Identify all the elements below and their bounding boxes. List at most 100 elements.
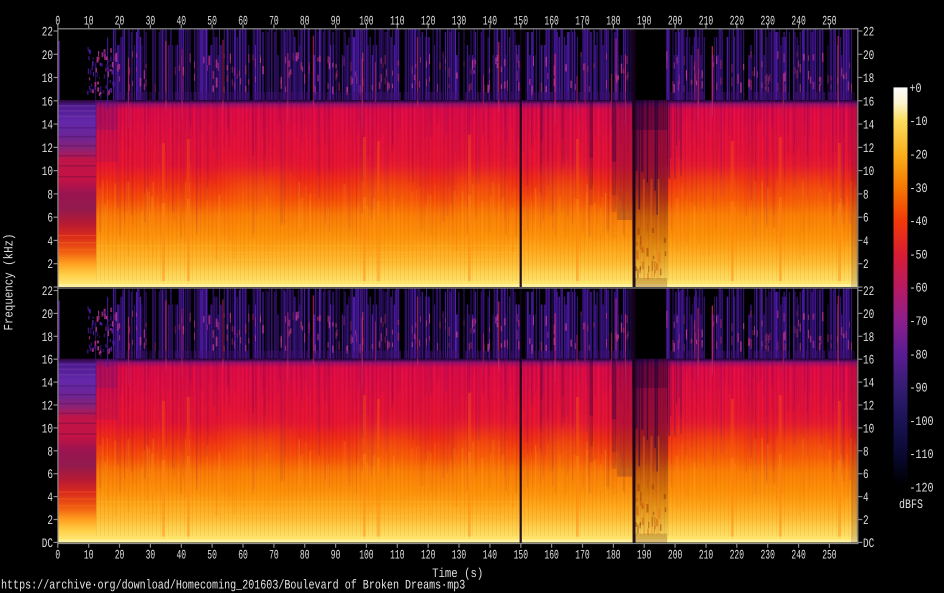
svg-text:60: 60 [238,13,248,28]
svg-text:230: 230 [761,13,775,28]
svg-text:100: 100 [359,548,373,563]
svg-text:12: 12 [863,141,874,156]
svg-text:10: 10 [863,421,874,436]
svg-text:30: 30 [146,548,156,563]
svg-text:22: 22 [42,284,53,299]
svg-text:-70: -70 [910,314,928,329]
svg-text:DC: DC [42,536,53,551]
svg-text:160: 160 [544,13,558,28]
svg-text:250: 250 [822,13,836,28]
svg-text:220: 220 [730,548,744,563]
svg-text:80: 80 [300,548,310,563]
svg-text:2: 2 [863,513,869,528]
svg-text:70: 70 [269,548,279,563]
svg-text:6: 6 [47,211,53,226]
svg-text:Time (s): Time (s) [432,566,483,581]
svg-text:100: 100 [359,13,373,28]
svg-text:14: 14 [863,118,874,133]
svg-text:-50: -50 [910,247,928,262]
svg-text:20: 20 [42,48,53,63]
svg-text:16: 16 [863,353,874,368]
svg-text:190: 190 [637,13,651,28]
svg-text:190: 190 [637,548,651,563]
svg-text:-120: -120 [910,481,934,496]
svg-text:2: 2 [47,257,53,272]
svg-text:0: 0 [55,548,60,563]
svg-text:2: 2 [47,513,53,528]
svg-text:16: 16 [863,94,874,109]
svg-text:18: 18 [863,71,874,86]
svg-text:8: 8 [863,444,869,459]
svg-text:16: 16 [42,94,53,109]
svg-text:4: 4 [863,490,869,505]
svg-text:20: 20 [863,48,874,63]
svg-text:30: 30 [146,13,156,28]
svg-text:160: 160 [544,548,558,563]
svg-text:4: 4 [863,234,869,249]
svg-text:-110: -110 [910,447,934,462]
svg-text:6: 6 [863,467,869,482]
svg-text:240: 240 [791,548,805,563]
svg-text:210: 210 [699,13,713,28]
svg-text:130: 130 [452,13,466,28]
svg-text:200: 200 [668,548,682,563]
svg-text:150: 150 [514,13,528,28]
svg-text:2: 2 [863,257,869,272]
svg-text:240: 240 [791,13,805,28]
svg-text:10: 10 [84,548,94,563]
svg-text:12: 12 [42,399,53,414]
svg-text:22: 22 [42,25,53,40]
svg-text:110: 110 [390,548,404,563]
svg-text:18: 18 [42,330,53,345]
svg-text:6: 6 [47,467,53,482]
svg-text:-90: -90 [910,381,928,396]
svg-text:140: 140 [483,13,497,28]
svg-text:80: 80 [300,13,310,28]
svg-text:60: 60 [238,548,248,563]
svg-text:220: 220 [730,13,744,28]
svg-text:4: 4 [47,234,53,249]
svg-text:Frequency (kHz): Frequency (kHz) [2,234,17,331]
svg-text:10: 10 [84,13,94,28]
svg-text:200: 200 [668,13,682,28]
svg-text:10: 10 [863,164,874,179]
svg-text:0: 0 [55,13,60,28]
svg-text:-10: -10 [910,114,928,129]
svg-text:70: 70 [269,13,279,28]
svg-text:https://archive·org/download/H: https://archive·org/download/Homecoming_… [1,578,465,593]
svg-text:130: 130 [452,548,466,563]
svg-text:-80: -80 [910,347,928,362]
svg-text:-40: -40 [910,214,928,229]
svg-text:20: 20 [863,307,874,322]
svg-text:18: 18 [863,330,874,345]
svg-text:10: 10 [42,164,53,179]
svg-text:22: 22 [863,284,874,299]
svg-text:90: 90 [331,548,341,563]
svg-text:50: 50 [207,13,217,28]
svg-text:12: 12 [42,141,53,156]
svg-text:8: 8 [863,187,869,202]
svg-text:120: 120 [421,548,435,563]
svg-text:210: 210 [699,548,713,563]
svg-text:4: 4 [47,490,53,505]
svg-text:6: 6 [863,211,869,226]
svg-text:dBFS: dBFS [899,497,923,512]
svg-text:-60: -60 [910,281,928,296]
svg-text:180: 180 [606,548,620,563]
svg-text:18: 18 [42,71,53,86]
svg-text:250: 250 [822,548,836,563]
svg-text:8: 8 [47,444,53,459]
svg-text:20: 20 [42,307,53,322]
svg-text:-100: -100 [910,414,934,429]
svg-text:22: 22 [863,25,874,40]
svg-text:20: 20 [115,548,125,563]
svg-text:40: 40 [177,13,187,28]
svg-text:-20: -20 [910,148,928,163]
svg-text:14: 14 [863,376,874,391]
svg-text:230: 230 [761,548,775,563]
svg-text:20: 20 [115,13,125,28]
svg-text:14: 14 [42,118,53,133]
svg-text:16: 16 [42,353,53,368]
svg-text:DC: DC [863,536,874,551]
svg-text:50: 50 [207,548,217,563]
